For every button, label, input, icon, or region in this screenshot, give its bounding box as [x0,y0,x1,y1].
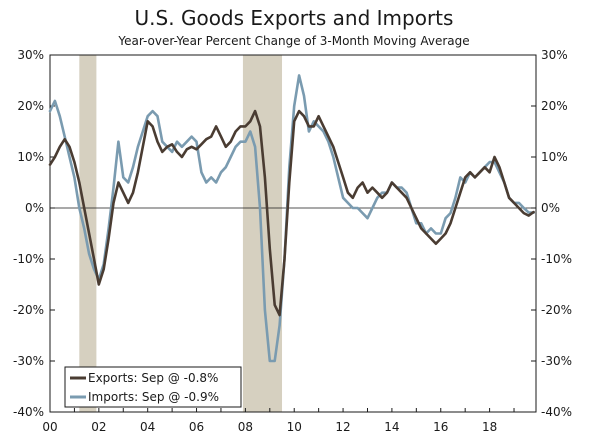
legend-box [64,366,242,408]
y-tick-label-right: 30% [541,48,568,62]
y-tick-label-left: -30% [13,354,44,368]
chart-subtitle: Year-over-Year Percent Change of 3-Month… [117,34,469,48]
x-tick-label: 06 [189,420,204,434]
x-tick-label: 16 [433,420,448,434]
legend-label-exports: Exports: Sep @ -0.8% [88,371,218,385]
series-line-exports [48,109,535,317]
y-tick-label-left: -20% [13,303,44,317]
x-tick-label: 08 [238,420,253,434]
x-tick-label: 10 [287,420,302,434]
x-tick-label: 02 [91,420,106,434]
y-tick-label-left: -10% [13,252,44,266]
series-line-imports [48,74,535,363]
y-tick-label-right: -30% [541,354,572,368]
y-tick-label-left: 20% [17,99,44,113]
x-tick-label: 12 [335,420,350,434]
x-tick-label: 00 [42,420,57,434]
x-tick-label: 18 [482,420,497,434]
chart-title: U.S. Goods Exports and Imports [135,6,454,30]
legend-label-imports: Imports: Sep @ -0.9% [88,390,219,404]
y-tick-label-left: 30% [17,48,44,62]
y-tick-label-left: 10% [17,150,44,164]
y-tick-label-right: -10% [541,252,572,266]
x-tick-label: 04 [140,420,155,434]
x-tick-label: 14 [384,420,399,434]
series-lines [48,74,535,363]
y-tick-label-right: -20% [541,303,572,317]
y-tick-label-left: -40% [13,405,44,419]
y-tick-label-right: 0% [541,201,560,215]
plot-area [49,54,537,413]
y-tick-label-left: 0% [25,201,44,215]
y-tick-label-right: 10% [541,150,568,164]
y-tick-label-right: -40% [541,405,572,419]
legend: Exports: Sep @ -0.8% Imports: Sep @ -0.9… [64,366,242,408]
axis-ticks: 30% 30% 20% 20% 10% 10% 0% 0% -10% -10% -20% -20% -3… [13,48,572,434]
y-tick-label-right: 20% [541,99,568,113]
